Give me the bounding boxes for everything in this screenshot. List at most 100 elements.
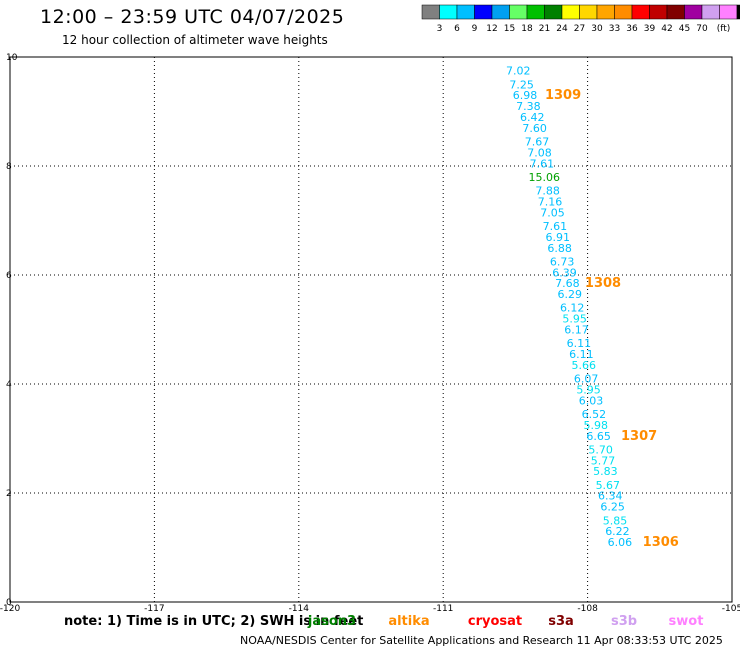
legend-label: 30 [591, 24, 603, 34]
legend-swatch [596, 4, 615, 20]
legend-swatch [509, 4, 528, 20]
swh-data-label: 7.05 [540, 206, 565, 219]
legend-swatch [614, 4, 633, 20]
legend-swatch [421, 4, 440, 20]
swh-data-label: 6.07 [574, 373, 599, 386]
swh-data-label: 7.61 [530, 157, 555, 170]
satellite-label: jason3 [307, 614, 356, 629]
swh-data-label: 6.29 [558, 288, 583, 301]
legend-swatch [544, 4, 563, 20]
legend-label: 33 [609, 24, 620, 34]
swh-data-label: 6.52 [582, 408, 607, 421]
swh-data-label: 7.25 [509, 78, 534, 91]
legend-swatch [526, 4, 545, 20]
x-tick-label: -117 [144, 604, 164, 614]
legend-swatch [491, 4, 510, 20]
swh-data-label: 7.68 [555, 277, 580, 290]
notes-text: note: 1) Time is in UTC; 2) SWH is in fe… [64, 614, 363, 629]
legend-swatch [649, 4, 668, 20]
y-tick-label: 6 [6, 271, 12, 281]
swh-data-label: 6.11 [567, 337, 592, 350]
swh-data-label: 6.11 [569, 348, 594, 361]
legend-label: 12 [486, 24, 497, 34]
satellite-label: swot [669, 614, 704, 629]
legend-label: 9 [472, 24, 478, 34]
chart-subtitle: 12 hour collection of altimeter wave hei… [62, 33, 328, 47]
swh-data-label: 6.42 [520, 111, 545, 124]
legend-swatch [719, 4, 738, 20]
legend-label: 3 [437, 24, 443, 34]
legend-swatch [561, 4, 580, 20]
legend-label: 39 [644, 24, 656, 34]
y-tick-label: 10 [6, 53, 18, 63]
swh-data-label: 7.67 [525, 135, 550, 148]
swh-data-label: 6.98 [513, 89, 538, 102]
swh-data-label: 5.85 [603, 514, 628, 527]
legend-label: 21 [539, 24, 550, 34]
legend-swatch [631, 4, 650, 20]
swh-data-label: 5.95 [562, 313, 587, 326]
swh-data-label: 5.95 [576, 383, 601, 396]
swh-data-label: 6.65 [586, 430, 611, 443]
swh-data-label: 7.02 [506, 65, 531, 78]
legend-swatch [456, 4, 475, 20]
swh-data-label: 5.83 [593, 465, 618, 478]
y-tick-label: 4 [6, 380, 12, 390]
satellite-label: s3a [548, 614, 574, 629]
time-annotation: 1307 [621, 429, 657, 444]
swh-data-label: 7.16 [538, 195, 563, 208]
swh-data-label: 6.88 [547, 242, 572, 255]
legend-label: 18 [521, 24, 533, 34]
swh-data-label: 6.22 [605, 525, 630, 538]
legend-swatch [684, 4, 703, 20]
legend-label: 36 [626, 24, 638, 34]
x-tick-label: -120 [0, 604, 20, 614]
swh-data-label: 5.67 [596, 479, 621, 492]
legend-label: 15 [504, 24, 515, 34]
swh-data-label: 15.06 [529, 171, 561, 184]
swh-data-label: 6.91 [546, 231, 571, 244]
y-tick-label: 0 [6, 598, 12, 608]
legend-label: 27 [574, 24, 585, 34]
legend-label: 45 [679, 24, 690, 34]
swh-data-label: 6.06 [608, 536, 633, 549]
legend-swatch [474, 4, 493, 20]
legend-label: 24 [556, 24, 568, 34]
swh-data-label: 6.03 [579, 394, 604, 407]
y-tick-label: 2 [6, 489, 12, 499]
swh-data-label: 6.34 [598, 490, 623, 503]
legend-label: 6 [454, 24, 460, 34]
satellite-label: s3b [611, 614, 637, 629]
swh-data-label: 5.77 [591, 454, 616, 467]
swh-data-label: 7.38 [516, 100, 541, 113]
swh-data-label: 6.25 [600, 501, 625, 514]
legend-label: 70 [696, 24, 708, 34]
swh-data-label: 7.60 [522, 122, 547, 135]
chart-title: 12:00 – 23:59 UTC 04/07/2025 [40, 6, 345, 28]
legend-swatch [439, 4, 458, 20]
swh-data-label: 6.39 [552, 266, 577, 279]
y-tick-label: 8 [6, 162, 12, 172]
time-annotation: 1306 [643, 535, 679, 550]
legend-label: 42 [661, 24, 672, 34]
satellite-label: cryosat [468, 614, 522, 629]
swh-data-label: 5.66 [571, 359, 596, 372]
swh-data-label: 6.73 [550, 255, 575, 268]
legend-swatch [736, 4, 740, 20]
time-annotation: 1309 [545, 88, 581, 103]
swh-data-label: 6.12 [560, 302, 585, 315]
plot-frame [9, 56, 733, 603]
satellite-label: altika [388, 614, 429, 629]
legend-swatch [666, 4, 685, 20]
legend-unit: (ft) [717, 24, 731, 34]
legend-swatch [701, 4, 720, 20]
x-tick-label: -111 [433, 604, 453, 614]
x-tick-label: -114 [289, 604, 310, 614]
swh-data-label: 5.70 [588, 443, 613, 456]
legend-swatch [579, 4, 598, 20]
time-annotation: 1308 [585, 276, 621, 291]
swh-data-label: 7.08 [527, 146, 552, 159]
swh-data-label: 6.17 [564, 324, 589, 337]
x-tick-label: -105 [722, 604, 740, 614]
